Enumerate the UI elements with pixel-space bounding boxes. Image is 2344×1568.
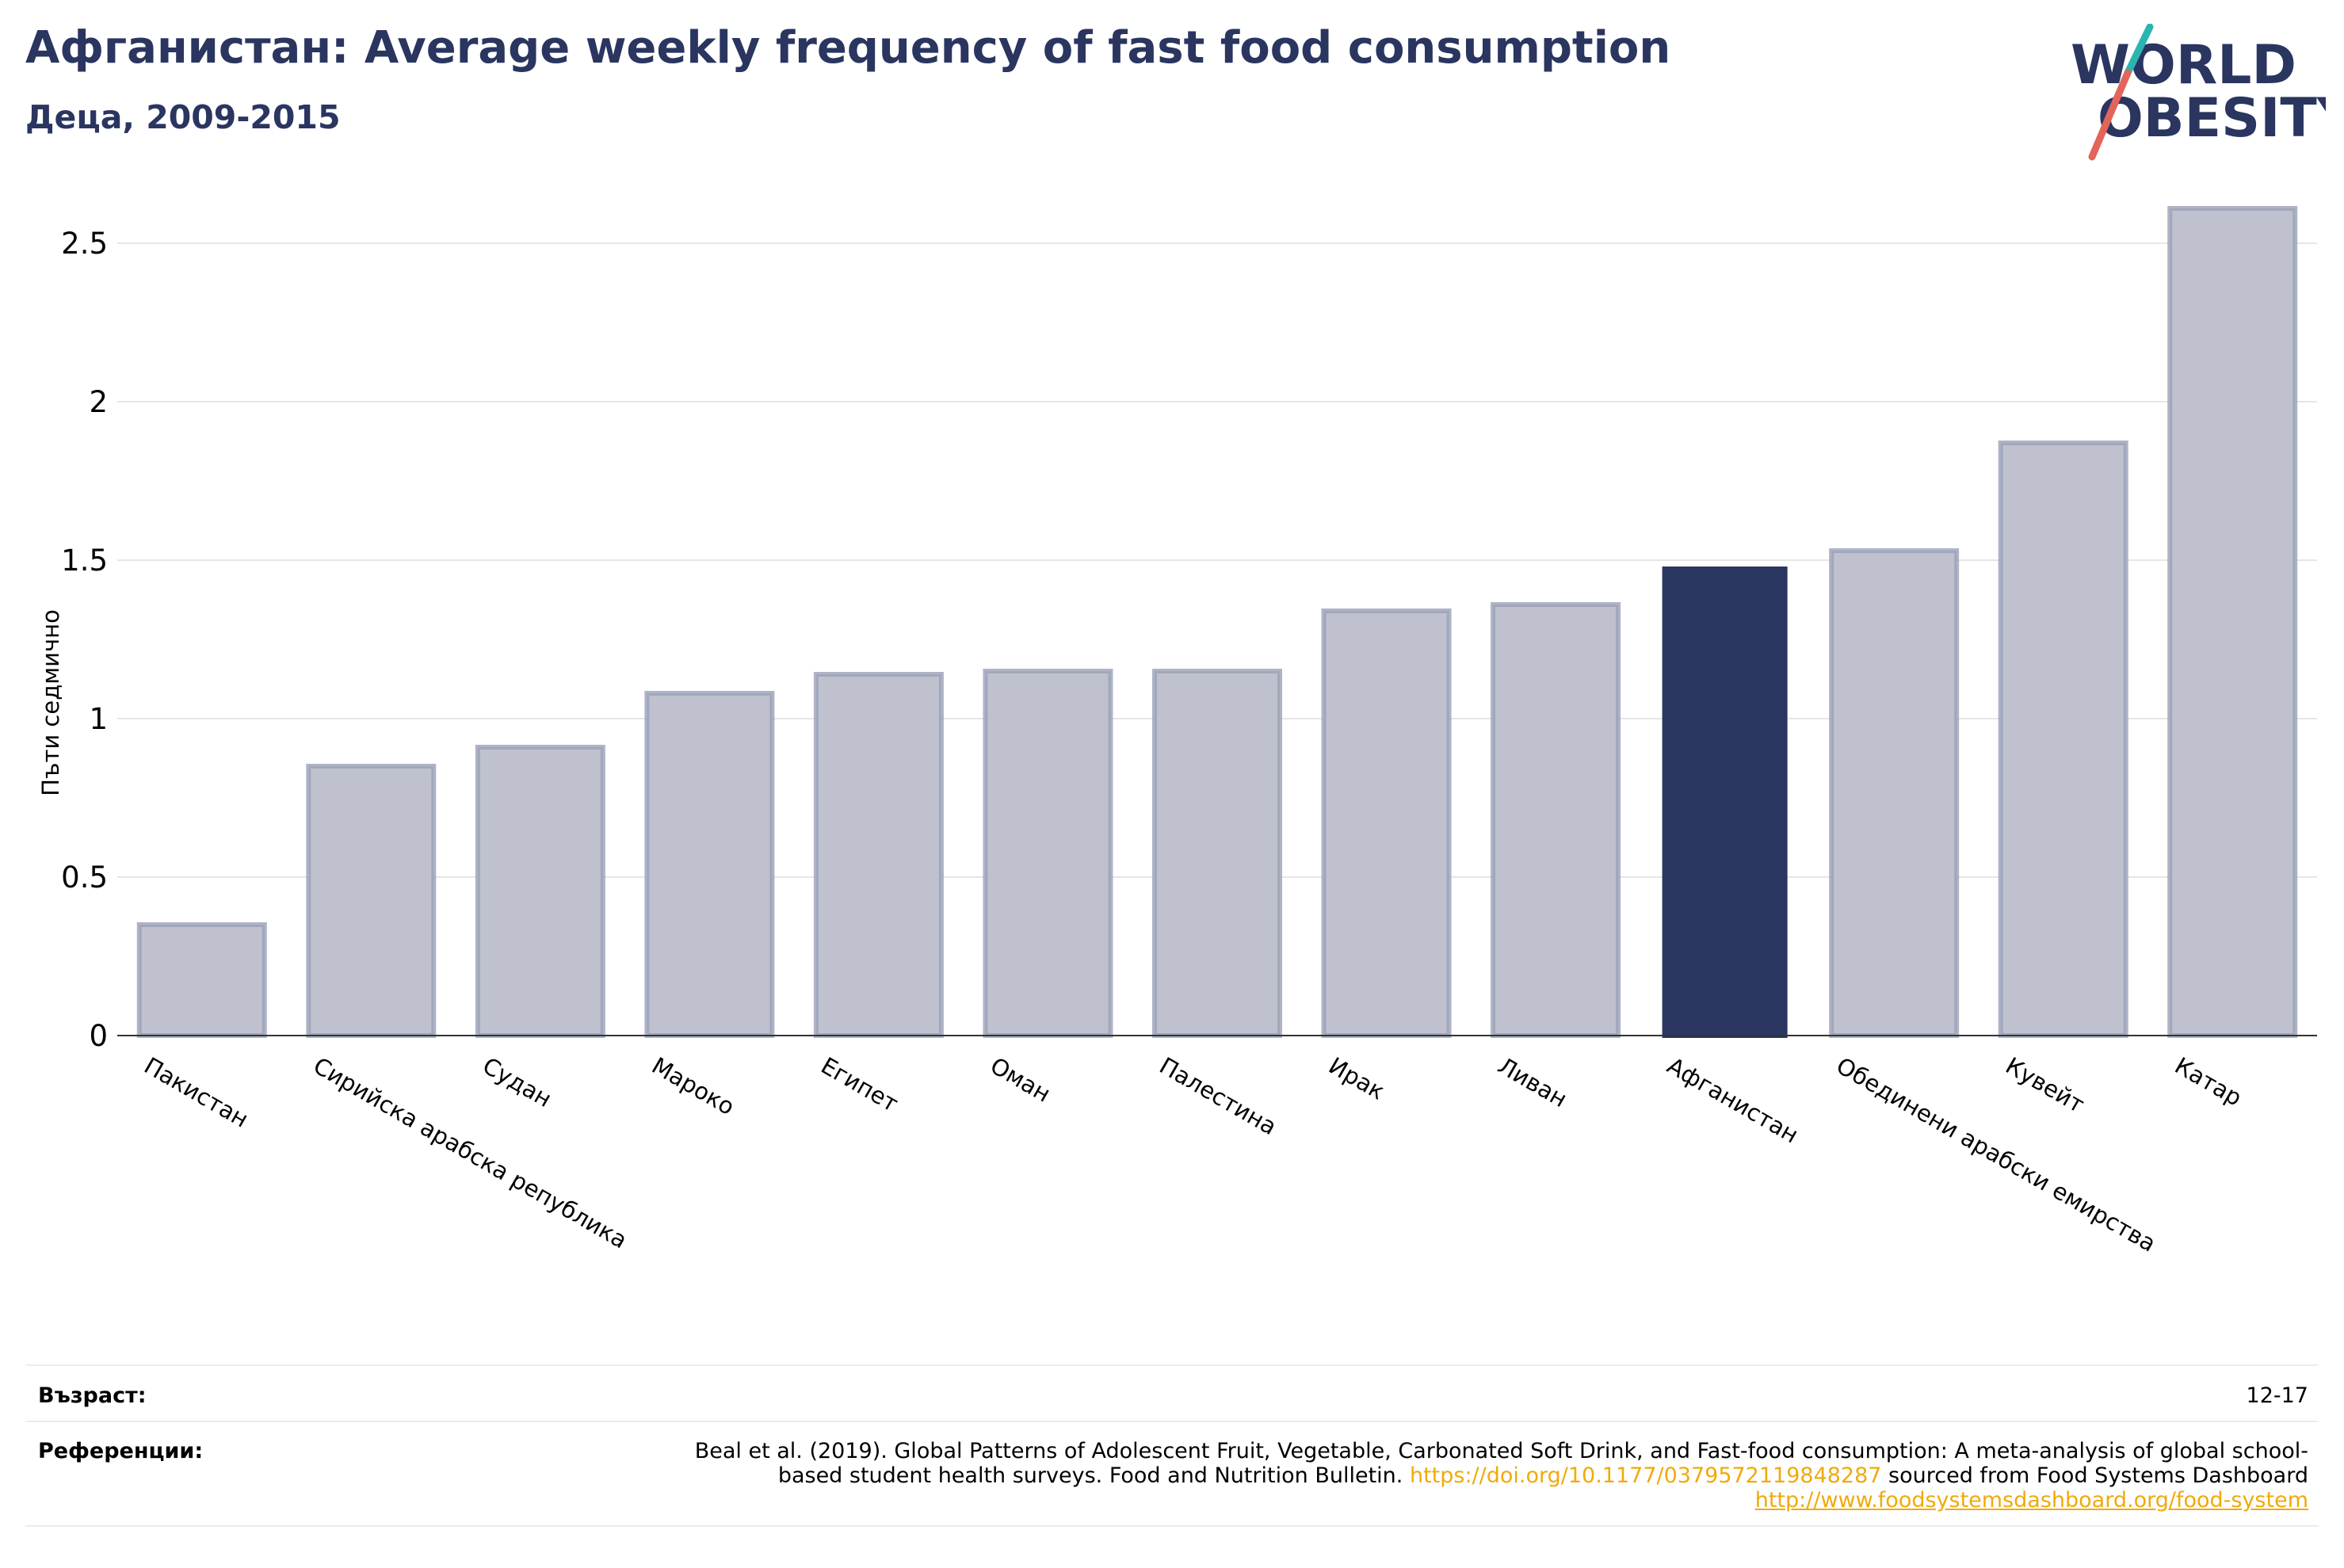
bar: [306, 764, 437, 1038]
bar-chart: 0 0.5 1 1.5 2 2.5 Пъти седмично Пакистан Сирийск…: [37, 206, 2317, 1257]
y-tick-label: 2: [89, 385, 108, 419]
chart-title: Афганистан: Average weekly frequency of …: [25, 22, 1671, 74]
footer-divider-top: [25, 1364, 2319, 1366]
x-tick-label: Ливан: [1494, 1052, 1572, 1113]
bar: [644, 691, 775, 1038]
references-text: Beal et al. (2019). Global Patterns of A…: [644, 1439, 2308, 1513]
bar: [983, 669, 1113, 1038]
x-tick-label: Мароко: [647, 1052, 739, 1121]
x-tick-label: Сирийска арабска република: [309, 1052, 632, 1254]
bar: [136, 922, 267, 1038]
age-value: 12-17: [2246, 1383, 2308, 1408]
x-tick-label: Катар: [2170, 1052, 2247, 1112]
bar: [475, 745, 605, 1038]
bar: [1998, 441, 2128, 1038]
bar: [1662, 567, 1788, 1038]
y-tick-label: 0: [89, 1019, 108, 1053]
references-dashboard-link[interactable]: http://www.foodsystemsdashboard.org/food…: [1754, 1488, 2308, 1513]
bar: [2167, 206, 2298, 1038]
bar: [1829, 548, 1960, 1038]
chart-subtitle: Деца, 2009-2015: [25, 98, 341, 136]
x-tick-label: Палестина: [1155, 1052, 1281, 1141]
x-tick-label: Судан: [478, 1052, 556, 1113]
y-axis-label: Пъти седмично: [37, 609, 64, 796]
references-text-1: Beal et al. (2019). Global Patterns of A…: [694, 1439, 2308, 1488]
x-tick-label: Афганистан: [1663, 1052, 1803, 1149]
bar: [813, 672, 944, 1038]
y-tick-label: 2.5: [61, 227, 108, 261]
logo-slash-teal-icon: [2124, 24, 2154, 77]
x-tick-label: Египет: [816, 1052, 903, 1118]
x-tick-label: Кувейт: [2001, 1052, 2089, 1119]
footer-divider-bottom: [25, 1525, 2319, 1527]
x-tick-label: Обединени арабски емирства: [1832, 1052, 2161, 1257]
y-tick-label: 0.5: [61, 860, 108, 895]
age-label: Възраст:: [38, 1383, 147, 1408]
bar: [1151, 669, 1283, 1038]
references-label: Референции:: [38, 1439, 204, 1463]
world-obesity-logo: WORLD OBESITY: [2071, 24, 2326, 161]
bar: [1491, 602, 1621, 1038]
x-tick-label: Оман: [986, 1052, 1056, 1108]
bar: [1321, 609, 1452, 1038]
x-tick-label: Пакистан: [139, 1052, 253, 1133]
references-doi-link[interactable]: https://doi.org/10.1177/0379572119848287: [1409, 1463, 1882, 1488]
x-tick-label: Ирак: [1324, 1052, 1389, 1105]
references-text-2: sourced from Food Systems Dashboard: [1881, 1463, 2308, 1488]
footer-divider-middle: [25, 1421, 2319, 1422]
logo-slash-red-icon: [2088, 69, 2132, 161]
logo-word-obesity: OBESITY: [2098, 87, 2326, 150]
logo-word-world: WORLD: [2071, 34, 2296, 97]
y-tick-label: 1.5: [61, 544, 108, 578]
y-tick-label: 1: [89, 702, 108, 736]
